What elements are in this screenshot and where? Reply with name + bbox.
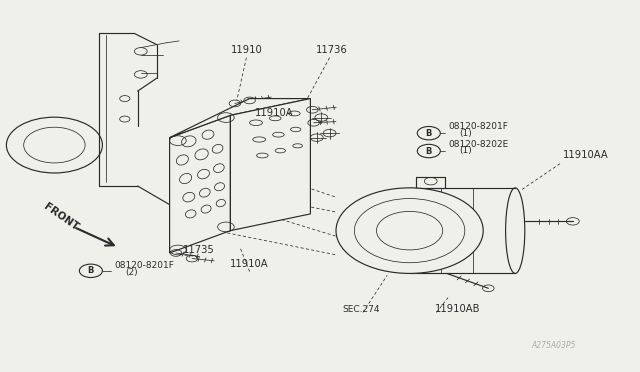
Text: B: B: [426, 129, 432, 138]
Text: (2): (2): [125, 268, 138, 277]
Text: 11910A: 11910A: [230, 259, 269, 269]
Text: A275A03P5: A275A03P5: [531, 341, 575, 350]
Text: 11910AB: 11910AB: [435, 304, 481, 314]
Circle shape: [417, 144, 440, 158]
Text: 11736: 11736: [316, 45, 348, 55]
Text: 08120-8201F: 08120-8201F: [448, 122, 508, 131]
Text: (1): (1): [460, 129, 472, 138]
Polygon shape: [170, 115, 230, 253]
Text: 11910AA: 11910AA: [563, 150, 609, 160]
Text: B: B: [88, 266, 94, 275]
Polygon shape: [230, 99, 310, 231]
Circle shape: [336, 188, 483, 273]
Text: 11910: 11910: [230, 45, 262, 55]
Circle shape: [417, 126, 440, 140]
Text: B: B: [426, 147, 432, 155]
Text: 08120-8201F: 08120-8201F: [114, 261, 174, 270]
Polygon shape: [170, 99, 310, 138]
Text: FRONT: FRONT: [42, 201, 80, 232]
Text: (1): (1): [460, 147, 472, 155]
Text: 08120-8202E: 08120-8202E: [448, 140, 508, 149]
Text: SEC.274: SEC.274: [343, 305, 380, 314]
Text: 11735: 11735: [182, 245, 214, 255]
Text: 11910A: 11910A: [255, 108, 293, 118]
Circle shape: [79, 264, 102, 278]
